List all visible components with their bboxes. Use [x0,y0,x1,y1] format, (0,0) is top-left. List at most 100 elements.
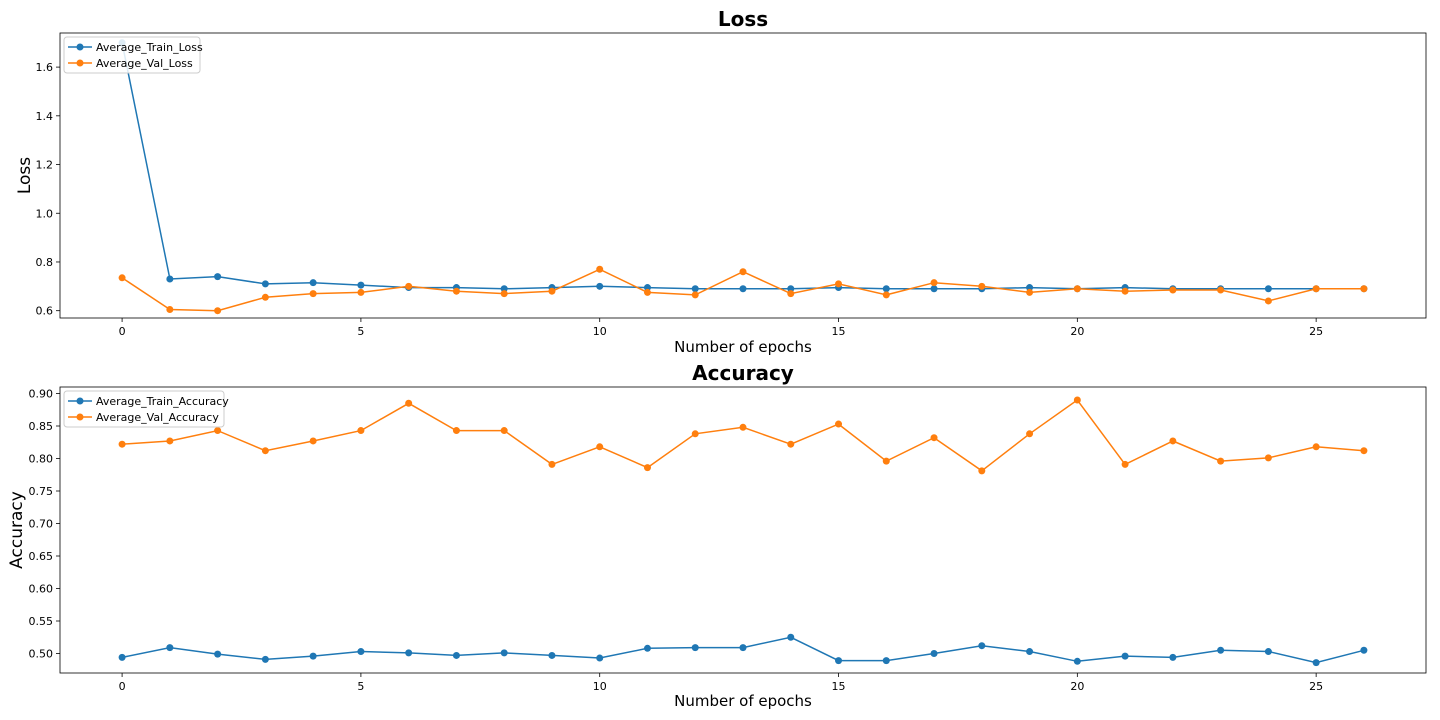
chart-title: Loss [718,7,768,31]
y-tick-label: 0.6 [36,305,54,318]
data-point [643,288,651,296]
data-point [261,293,269,301]
data-point [357,427,365,435]
data-point [500,285,508,293]
data-point [500,290,508,298]
data-point [1217,646,1225,654]
y-tick-label: 0.70 [29,518,54,531]
data-point [1312,285,1320,293]
y-tick-label: 0.60 [29,583,54,596]
data-point [596,443,604,451]
data-point [405,649,413,657]
data-point [309,437,317,445]
x-tick-label: 15 [832,325,846,338]
y-tick-label: 0.50 [29,648,54,661]
data-point [452,651,460,659]
data-point [1360,285,1368,293]
data-point [882,657,890,665]
data-point [739,644,747,652]
data-point [1264,454,1272,462]
legend-marker [76,59,84,67]
y-tick-label: 0.55 [29,615,54,628]
data-point [739,268,747,276]
x-tick-label: 20 [1070,680,1084,693]
y-axis-label: Loss [15,157,35,194]
legend-box [63,390,225,428]
data-point [500,427,508,435]
chart-title: Accuracy [692,361,794,385]
series-Average_Val_Accuracy [118,396,1368,475]
data-point [691,430,699,438]
data-point [1026,430,1034,438]
data-point [1169,286,1177,294]
data-point [548,651,556,659]
data-point [166,305,174,313]
data-point [1264,648,1272,656]
data-point [357,648,365,656]
series-Average_Val_Loss [118,265,1368,315]
data-point [1312,659,1320,667]
data-point [166,437,174,445]
data-point [978,282,986,290]
series-Average_Train_Accuracy [118,633,1368,667]
data-point [1217,457,1225,465]
data-point [452,427,460,435]
legend: Average_Train_Loss Average_Val_Loss [63,36,203,74]
data-point [1264,297,1272,305]
data-point [166,644,174,652]
legend-box [63,36,201,74]
series-Average_Train_Loss [118,39,1368,293]
data-point [548,460,556,468]
data-point [1026,284,1034,292]
data-point [1073,657,1081,665]
data-point [691,644,699,652]
data-point [1121,460,1129,468]
data-point [261,655,269,663]
data-point [357,288,365,296]
data-point [1264,285,1272,293]
data-point [691,285,699,293]
data-point [787,285,795,293]
x-tick-label: 20 [1070,325,1084,338]
chart-1: Accuracy 0 5 10 15 20 25 0.50 0.55 0.60 0.65 0.70 0.… [7,361,1427,710]
data-point [787,633,795,641]
y-tick-label: 1.4 [36,110,54,123]
data-point [309,290,317,298]
y-tick-label: 0.85 [29,420,54,433]
data-point [787,440,795,448]
data-point [214,650,222,658]
y-tick-label: 0.75 [29,485,54,498]
data-point [643,644,651,652]
data-point [118,274,126,282]
data-point [261,447,269,455]
data-point [214,273,222,281]
data-point [1073,285,1081,293]
y-tick-label: 0.65 [29,550,54,563]
data-point [930,279,938,287]
x-tick-label: 15 [832,680,846,693]
legend-label: Average_Train_Loss [96,41,203,54]
data-point [1360,447,1368,455]
series-line [122,398,1364,472]
legend-label: Average_Val_Accuracy [96,411,219,424]
x-tick-label: 0 [119,680,126,693]
data-point [739,423,747,431]
y-tick-label: 1.2 [36,159,54,172]
x-tick-label: 5 [357,325,364,338]
data-point [357,281,365,289]
x-tick-label: 10 [593,680,607,693]
plot-frame [59,386,1427,674]
data-point [1121,287,1129,295]
y-tick-label: 1.6 [36,61,54,74]
x-tick-label: 5 [357,680,364,693]
data-point [691,291,699,299]
data-point [118,440,126,448]
data-point [1169,653,1177,661]
data-point [166,275,174,283]
data-point [596,282,604,290]
x-tick-label: 0 [119,325,126,338]
data-point [882,285,890,293]
x-tick-label: 25 [1309,325,1323,338]
data-point [643,464,651,472]
